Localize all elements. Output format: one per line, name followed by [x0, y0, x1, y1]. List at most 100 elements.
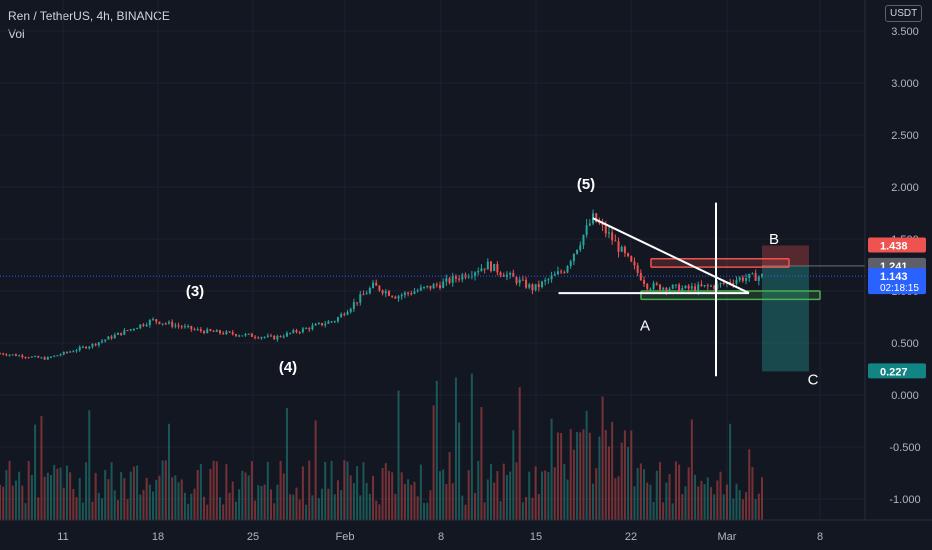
time-tick-label: 25 [247, 531, 259, 543]
volume-bar [199, 463, 202, 520]
volume-bar [161, 460, 164, 520]
candle-body [69, 351, 72, 353]
candle-body [697, 284, 700, 291]
volume-bar [372, 475, 375, 520]
candle-body [2, 353, 5, 355]
candle-body [24, 357, 27, 359]
candle-body [145, 324, 148, 326]
volume-bar [378, 504, 381, 520]
volume-bar [0, 484, 1, 520]
candle-body [407, 292, 410, 294]
volume-bar [432, 405, 435, 520]
volume-bar [279, 460, 282, 520]
candle-body [113, 334, 116, 339]
candle-body [368, 288, 371, 294]
volume-bars [0, 373, 763, 520]
volume-bar [512, 430, 515, 520]
volume-bar [521, 502, 524, 520]
volume-bar [362, 462, 365, 520]
candle-body [352, 302, 355, 309]
candle-body [442, 281, 445, 289]
candle-body [397, 296, 400, 299]
currency-button[interactable]: USDT [885, 5, 923, 22]
volume-bar [451, 483, 454, 520]
volume-bar [72, 489, 75, 520]
volume-bar [129, 471, 132, 520]
candle-body [14, 354, 17, 356]
volume-bar [222, 504, 225, 520]
volume-bar [336, 480, 339, 520]
volume-bar [719, 471, 722, 520]
volume-bar [317, 498, 320, 520]
candle-body [486, 261, 489, 270]
volume-bar [566, 479, 569, 520]
candle-body [493, 263, 496, 272]
volume-bar [639, 463, 642, 520]
candle-body [129, 329, 132, 331]
candle-body [595, 213, 598, 222]
volume-bar [509, 471, 512, 520]
candle-body [301, 328, 304, 333]
volume-bar [321, 488, 324, 520]
time-tick-label: 18 [152, 531, 164, 543]
candle-body [85, 346, 88, 349]
volume-bar [349, 475, 352, 520]
volume-bar [85, 462, 88, 520]
candle-body [658, 284, 661, 290]
candle-body [254, 336, 257, 338]
candle-body [59, 354, 62, 356]
volume-bar [630, 430, 633, 520]
candle-body [674, 284, 677, 286]
candle-body [349, 308, 352, 313]
candle-body [164, 323, 167, 325]
candle-body [244, 334, 247, 336]
candle-body [458, 278, 461, 280]
candle-body [563, 272, 566, 274]
volume-bar [499, 501, 502, 520]
candle-body [690, 286, 693, 289]
candle-body [305, 328, 308, 330]
volume-bar [155, 479, 158, 520]
candle-body [116, 332, 119, 335]
volume-bar [684, 486, 687, 520]
volume-bar [30, 475, 33, 520]
volume-bar [671, 503, 674, 520]
volume-bar [617, 476, 620, 520]
candle-body [209, 329, 212, 331]
candle-body [5, 354, 8, 356]
volume-bar [152, 491, 155, 520]
price-tag-label: 1.438 [880, 240, 908, 252]
candle-body [101, 340, 104, 343]
candle-body [751, 273, 754, 275]
volume-bar [745, 492, 748, 520]
volume-bar [687, 467, 690, 520]
candle-body [78, 347, 81, 351]
candle-body [556, 271, 559, 275]
volume-bar [761, 477, 763, 520]
volume-bar [270, 489, 273, 520]
candle-body [461, 274, 464, 280]
volume-bar [18, 471, 21, 520]
candle-body [120, 332, 123, 335]
candle-body [748, 273, 751, 279]
volume-bar [62, 487, 65, 520]
volume-bar [65, 465, 68, 520]
volume-bar [429, 490, 432, 520]
volume-bar [209, 468, 212, 520]
candle-body [649, 288, 652, 290]
candle-body [330, 321, 333, 323]
volume-bar [620, 442, 623, 520]
volume-bar [81, 502, 84, 520]
volume-bar [254, 500, 257, 520]
volume-bar [174, 475, 177, 520]
elliott-wave-label: (5) [577, 176, 595, 193]
candle-body [480, 268, 483, 272]
candle-body [716, 283, 719, 289]
volume-bar [381, 468, 384, 520]
volume-bar [662, 502, 665, 520]
volume-bar [697, 486, 700, 520]
volume-bar [741, 499, 744, 520]
candle-body [671, 285, 674, 289]
